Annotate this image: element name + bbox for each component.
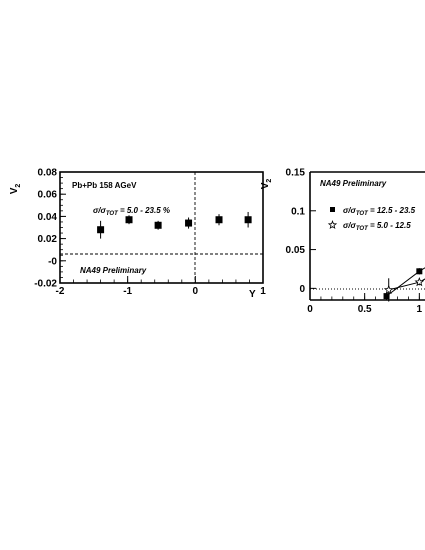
y-tick-label: -0 bbox=[48, 256, 57, 267]
legend-marker-star bbox=[327, 220, 338, 229]
x-tick-label: 1 bbox=[417, 304, 423, 315]
x-axis-ticks: 0 0.5 1 bbox=[307, 293, 423, 315]
data-point-square bbox=[215, 216, 223, 224]
y-tick-label: -0.02 bbox=[34, 279, 57, 290]
data-point-square bbox=[416, 268, 423, 275]
data-point-square bbox=[154, 221, 162, 229]
data-point-square bbox=[244, 216, 252, 224]
x-tick-label: 0 bbox=[307, 304, 313, 315]
data-points bbox=[383, 268, 425, 302]
preliminary-label: NA49 Preliminary bbox=[320, 179, 387, 188]
y-tick-label: 0.08 bbox=[38, 168, 58, 179]
legend-entry-2: σ/σTOT = 5.0 - 12.5 bbox=[343, 221, 411, 232]
centrality-label: σ/σTOT = 5.0 - 23.5 % bbox=[93, 206, 170, 217]
y-axis-ticks: 0 0.05 0.1 0.15 bbox=[286, 168, 316, 295]
data-point-star bbox=[383, 284, 394, 295]
panel-left-v2-vs-rapidity: -0.02 -0 0.02 0.04 0.06 0.08 -2 -1 0 1 V2 Y Pb+P… bbox=[9, 168, 266, 301]
data-point-square bbox=[185, 219, 193, 227]
x-tick-label: 0.5 bbox=[358, 304, 372, 315]
x-tick-label: 1 bbox=[260, 286, 266, 297]
y-tick-label: 0.05 bbox=[286, 245, 306, 256]
y-tick-label: 0.02 bbox=[38, 234, 58, 245]
y-tick-label: 0.15 bbox=[286, 168, 306, 179]
x-axis-label: Y bbox=[249, 289, 256, 300]
data-point-star bbox=[414, 277, 425, 287]
x-tick-label: 0 bbox=[193, 286, 199, 297]
legend: σ/σTOT = 12.5 - 23.5 σ/σTOT = 5.0 - 12.5 bbox=[327, 206, 416, 232]
legend-entry-1: σ/σTOT = 12.5 - 23.5 bbox=[343, 206, 416, 217]
y-tick-label: 0.1 bbox=[291, 206, 305, 217]
data-point-square bbox=[125, 216, 133, 224]
y-tick-label: 0.06 bbox=[38, 190, 58, 201]
x-axis-ticks: -2 -1 0 1 bbox=[56, 276, 266, 297]
x-tick-label: -1 bbox=[123, 286, 132, 297]
legend-marker-square bbox=[330, 207, 335, 212]
data-points bbox=[97, 211, 252, 239]
y-tick-label: 0 bbox=[299, 284, 305, 295]
data-point-square bbox=[383, 293, 390, 300]
y-axis-label: V2 bbox=[9, 184, 22, 195]
data-point-square bbox=[97, 226, 105, 234]
x-tick-label: -2 bbox=[56, 286, 65, 297]
y-axis-ticks: -0.02 -0 0.02 0.04 0.06 0.08 bbox=[34, 168, 66, 290]
preliminary-label: NA49 Preliminary bbox=[80, 266, 147, 275]
y-tick-label: 0.04 bbox=[38, 212, 58, 223]
y-axis-label: V2 bbox=[260, 179, 273, 190]
panel-right-v2-vs-pt: 00.050.10.15 0 0.5 1 V2 NA49 Preliminary σ… bbox=[260, 168, 425, 315]
system-label: Pb+Pb 158 AGeV bbox=[72, 181, 137, 190]
